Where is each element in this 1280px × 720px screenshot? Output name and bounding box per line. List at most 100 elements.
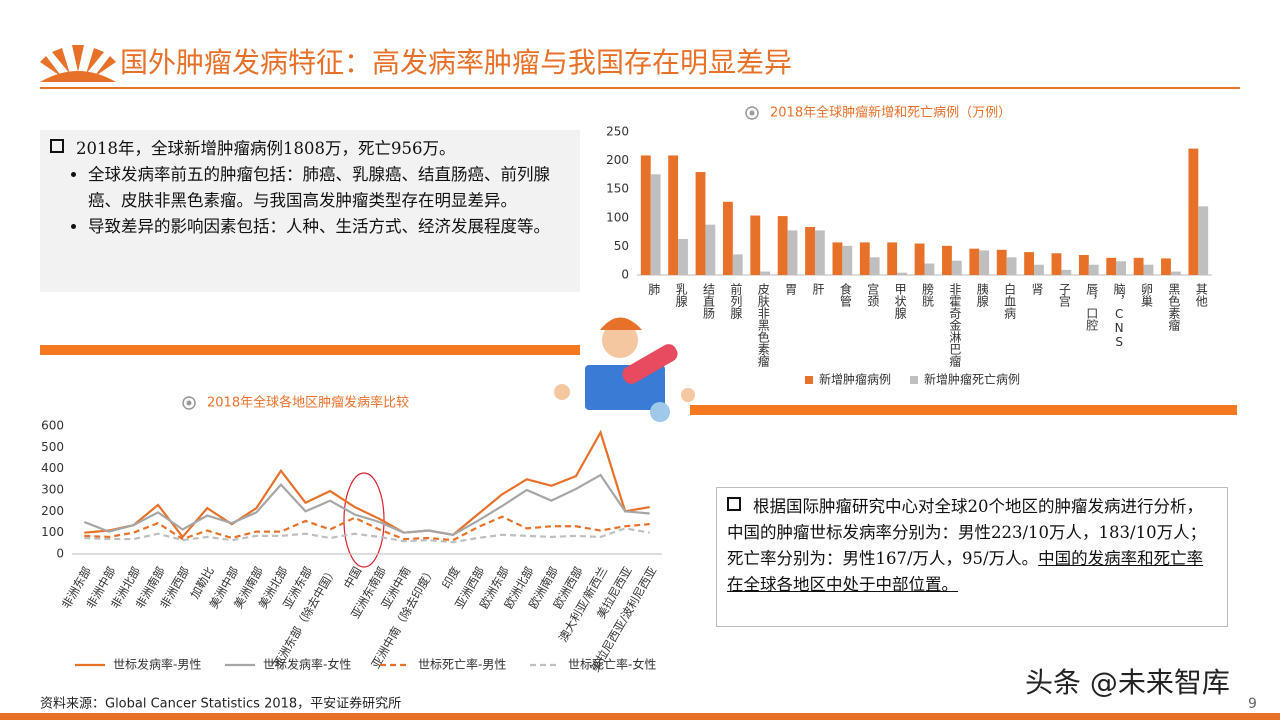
legend-swatch bbox=[910, 376, 918, 384]
x-tick-label: 乳腺 bbox=[674, 283, 688, 308]
x-tick-label: 前列腺 bbox=[729, 282, 743, 320]
bar bbox=[1143, 264, 1154, 275]
bar bbox=[1106, 257, 1117, 275]
y-tick-label: 50 bbox=[614, 239, 629, 253]
y-tick-label: 200 bbox=[606, 153, 629, 167]
title-icon bbox=[749, 110, 755, 116]
watermark: 头条 @未来智库 bbox=[1025, 666, 1230, 699]
bar bbox=[705, 224, 716, 275]
y-tick-label: 100 bbox=[606, 210, 629, 224]
bar bbox=[814, 230, 825, 275]
highlight-ellipse bbox=[343, 472, 385, 568]
x-tick-label: 白血病 bbox=[1003, 282, 1017, 320]
bar bbox=[1051, 253, 1062, 275]
bar bbox=[722, 201, 733, 275]
bar bbox=[832, 242, 843, 275]
legend-label: 新增肿瘤死亡病例 bbox=[924, 372, 1020, 387]
summary-lead: 2018年，全球新增肿瘤病例1808万，死亡956万。 bbox=[76, 139, 456, 158]
x-tick-label: 中国 bbox=[341, 564, 365, 591]
legend-label: 新增肿瘤病例 bbox=[819, 372, 891, 387]
line bbox=[84, 515, 650, 542]
y-tick-label: 400 bbox=[41, 461, 64, 475]
bar bbox=[668, 155, 679, 275]
x-tick-label: 黑色素瘤 bbox=[1167, 283, 1181, 332]
slide-title: 国外肿瘤发病特征：高发病率肿瘤与我国存在明显差异 bbox=[120, 46, 792, 79]
bar bbox=[1161, 258, 1171, 275]
legend-label: 世标发病率-男性 bbox=[113, 657, 201, 672]
x-tick-label: 其他 bbox=[1194, 283, 1208, 307]
bar bbox=[897, 272, 907, 275]
x-tick-label: 皮肤非黑色素瘤 bbox=[756, 283, 770, 368]
bar bbox=[678, 238, 688, 275]
x-tick-label: 印度 bbox=[439, 564, 463, 591]
bar bbox=[1061, 269, 1072, 275]
bar bbox=[732, 254, 743, 275]
bar bbox=[750, 215, 761, 275]
chart-title: 2018年全球肿瘤新增和死亡病例（万例） bbox=[770, 105, 1011, 121]
bar bbox=[1133, 257, 1144, 275]
bar bbox=[760, 271, 771, 275]
title-icon bbox=[186, 400, 192, 406]
y-tick-label: 0 bbox=[56, 547, 64, 561]
bar bbox=[969, 248, 980, 275]
y-tick-label: 500 bbox=[41, 440, 64, 454]
x-tick-label: 胃 bbox=[784, 283, 798, 296]
bullet: 导致差异的影响因素包括：人种、生活方式、经济发展程度等。 bbox=[88, 214, 570, 240]
y-tick-label: 0 bbox=[621, 268, 629, 282]
x-tick-label: 唇，口腔 bbox=[1085, 283, 1099, 331]
page-number: 9 bbox=[1248, 696, 1257, 712]
bar bbox=[869, 257, 880, 275]
bar bbox=[1116, 261, 1127, 275]
y-tick-label: 300 bbox=[41, 483, 64, 497]
line bbox=[84, 429, 650, 539]
line bbox=[84, 527, 650, 544]
legend-swatch bbox=[805, 376, 813, 384]
bar bbox=[914, 243, 925, 275]
x-tick-label: 非霍奇金淋巴瘤 bbox=[948, 283, 962, 368]
y-tick-label: 200 bbox=[41, 504, 64, 518]
summary-box: 2018年，全球新增肿瘤病例1808万，死亡956万。 全球发病率前五的肿瘤包括… bbox=[40, 130, 580, 292]
bar bbox=[787, 230, 798, 275]
line bbox=[83, 473, 650, 536]
bar bbox=[1034, 264, 1044, 275]
legend-label: 世标死亡率-女性 bbox=[568, 657, 656, 672]
bar bbox=[951, 260, 962, 275]
note-highlight: 中国的发病率和死亡率在全球各地区中处于中部位置。 bbox=[727, 549, 1204, 594]
bar bbox=[859, 242, 870, 275]
bar bbox=[805, 226, 815, 275]
bullet: 全球发病率前五的肿瘤包括：肺癌、乳腺癌、结直肠癌、前列腺癌、皮肤非黑色素瘤。与我… bbox=[88, 162, 570, 214]
title-icon bbox=[182, 396, 196, 410]
bar bbox=[979, 250, 990, 275]
note-text: 根据国际肿瘤研究中心对全球20个地区的肿瘤发病进行分析，中国的肿瘤世标发病率分别… bbox=[727, 497, 1207, 568]
illustration bbox=[554, 317, 695, 422]
bar bbox=[1078, 254, 1089, 275]
bar bbox=[996, 249, 1007, 275]
bar bbox=[1198, 206, 1209, 275]
bar bbox=[842, 245, 853, 275]
bar bbox=[1006, 257, 1017, 275]
x-tick-label: 食管 bbox=[838, 282, 852, 308]
y-tick-label: 150 bbox=[606, 182, 629, 196]
x-tick-label: 膀胱 bbox=[921, 282, 935, 308]
note-box: 根据国际肿瘤研究中心对全球20个地区的肿瘤发病进行分析，中国的肿瘤世标发病率分别… bbox=[716, 487, 1228, 627]
x-tick-label: 卵巢 bbox=[1140, 283, 1154, 307]
bar bbox=[924, 263, 935, 275]
bar bbox=[1024, 252, 1035, 275]
x-tick-label: 脑，CNS bbox=[1112, 283, 1126, 349]
source: 资料来源：Global Cancer Statistics 2018，平安证券研… bbox=[40, 696, 401, 712]
x-tick-label: 子宫 bbox=[1057, 283, 1071, 308]
bar bbox=[650, 174, 661, 275]
bar bbox=[1088, 264, 1099, 275]
y-tick-label: 600 bbox=[41, 419, 64, 433]
x-tick-label: 宫颈 bbox=[866, 282, 880, 307]
bar bbox=[942, 245, 952, 275]
x-tick-label: 胰腺 bbox=[975, 283, 989, 308]
band bbox=[40, 345, 580, 355]
bar bbox=[695, 172, 706, 275]
bar bbox=[1170, 271, 1181, 275]
bar bbox=[1188, 148, 1199, 275]
y-tick-label: 250 bbox=[606, 125, 629, 139]
bar bbox=[777, 216, 788, 275]
